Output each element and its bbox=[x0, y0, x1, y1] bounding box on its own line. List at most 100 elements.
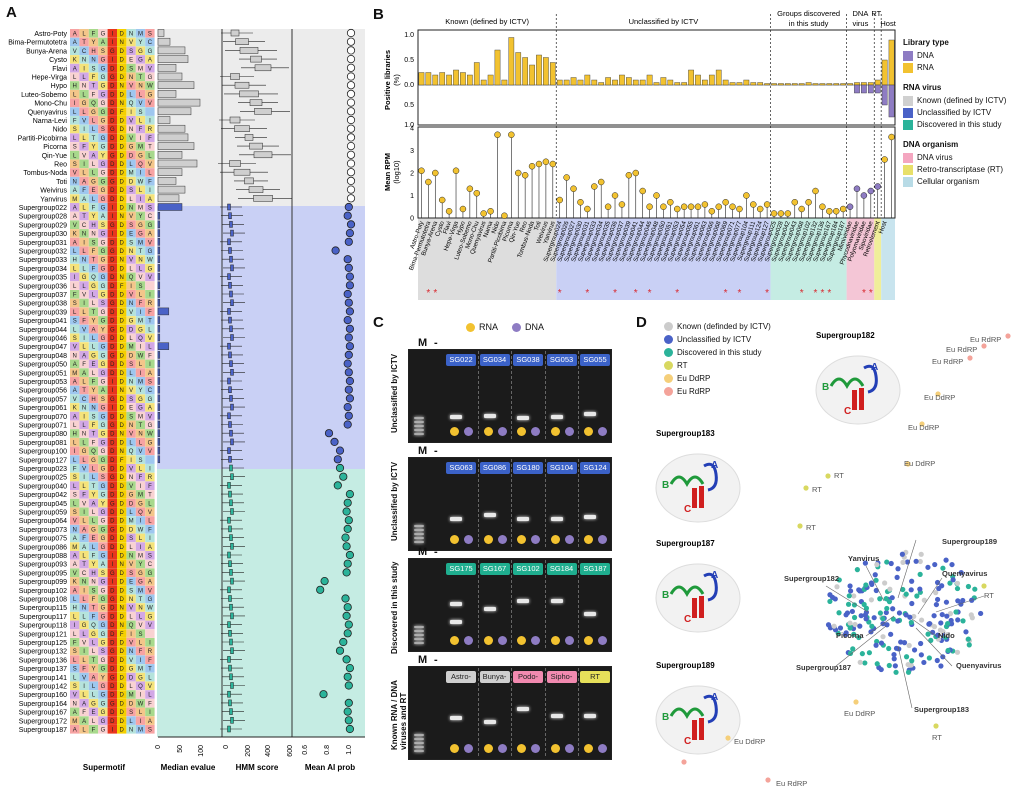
motif-letter: L bbox=[139, 641, 143, 647]
rdrp-point bbox=[930, 629, 936, 635]
rpm-dot bbox=[826, 208, 833, 215]
rpm-dot bbox=[639, 187, 646, 195]
motif-letter: G bbox=[110, 49, 115, 55]
rpm-dot bbox=[632, 169, 640, 177]
motif-a-letter: A bbox=[711, 460, 718, 471]
row-label: Supergroup099 bbox=[19, 579, 67, 586]
lane-label: SG055 bbox=[580, 354, 610, 366]
motif-letter: K bbox=[73, 58, 77, 64]
outlier-point bbox=[765, 777, 771, 783]
row-label: Supergroup088 bbox=[19, 553, 67, 560]
motif-letter: S bbox=[129, 571, 133, 577]
motif-cell bbox=[70, 368, 80, 377]
structure-title: Supergroup189 bbox=[656, 661, 715, 670]
evalue-bar bbox=[157, 107, 192, 116]
rdrp-point bbox=[918, 551, 924, 557]
evalue-tick: 100 bbox=[198, 745, 205, 757]
motif-letter: G bbox=[110, 597, 115, 603]
motif-a-ribbon bbox=[863, 364, 878, 394]
motif-letter: W bbox=[138, 179, 144, 185]
motif-letter: G bbox=[101, 414, 106, 420]
motif-letter: I bbox=[111, 58, 113, 64]
motif-letter: D bbox=[120, 641, 125, 647]
ladder-band bbox=[414, 630, 424, 632]
rdrp-point bbox=[878, 640, 885, 646]
row-label: Supergroup117 bbox=[19, 614, 67, 621]
rna-positive-bar bbox=[888, 39, 895, 86]
motif-letter: N bbox=[73, 701, 77, 707]
motif-letter: T bbox=[82, 562, 86, 568]
motif-letter: F bbox=[92, 380, 96, 386]
motif-letter: G bbox=[101, 32, 106, 38]
motif-cell bbox=[107, 481, 117, 490]
motif-letter: I bbox=[140, 719, 142, 725]
rpm-dot bbox=[743, 192, 750, 199]
rdrp-point bbox=[874, 661, 880, 667]
motif-letter: C bbox=[82, 397, 87, 403]
dna-lane-dot bbox=[497, 636, 507, 645]
motif-cell bbox=[145, 246, 155, 256]
motif-letter: F bbox=[139, 475, 143, 481]
motif-cell bbox=[117, 159, 127, 169]
rna-positive-bar bbox=[536, 54, 542, 86]
motif-cell bbox=[79, 394, 89, 403]
motif-letter: I bbox=[149, 710, 151, 716]
motif-cell bbox=[88, 664, 99, 673]
rdrp-point bbox=[851, 614, 858, 621]
significance-star: * bbox=[558, 288, 562, 299]
lane-label: SG053 bbox=[546, 354, 577, 366]
row-label: Supergroup108 bbox=[19, 597, 67, 604]
motif-cell bbox=[126, 638, 136, 647]
motif-letter: S bbox=[91, 66, 95, 72]
motif-cell bbox=[145, 211, 155, 221]
motif-letter: S bbox=[129, 397, 133, 403]
motif-cell bbox=[126, 307, 136, 316]
rdrp-point bbox=[873, 642, 879, 648]
motif-letter: G bbox=[101, 527, 106, 533]
motif-letter: L bbox=[148, 345, 152, 351]
motif-letter: D bbox=[110, 710, 115, 716]
ai-prob-dot bbox=[346, 115, 356, 125]
motif-letter: V bbox=[73, 223, 77, 229]
motif-letter: L bbox=[139, 188, 143, 194]
rdrp-point bbox=[850, 646, 856, 652]
motif-letter: D bbox=[110, 266, 115, 272]
motif-cell bbox=[126, 142, 136, 151]
rna-positive-bar bbox=[688, 69, 694, 86]
motif-cell bbox=[126, 81, 136, 90]
motif-cell bbox=[98, 542, 108, 551]
motif-letter: D bbox=[120, 545, 125, 551]
motif-letter: L bbox=[148, 693, 152, 699]
motif-cell bbox=[135, 350, 146, 360]
motif-cell bbox=[107, 211, 117, 221]
motif-cell bbox=[117, 350, 127, 360]
motif-cell bbox=[117, 194, 127, 203]
motif-cell bbox=[70, 551, 80, 560]
rdrp-point bbox=[944, 631, 951, 638]
motif-letter: Y bbox=[91, 40, 95, 46]
motif-cell bbox=[98, 368, 108, 377]
motif-cell bbox=[79, 577, 89, 586]
motif-letter: Q bbox=[91, 275, 96, 281]
motif-cell bbox=[145, 116, 155, 125]
scatter-label: RT bbox=[834, 471, 844, 480]
motif-cell bbox=[79, 472, 89, 482]
motif-letter: E bbox=[91, 362, 95, 368]
motif-cell bbox=[145, 464, 155, 473]
motif-letter: Y bbox=[91, 214, 95, 220]
motif-cell bbox=[117, 29, 127, 38]
motif-letter: G bbox=[110, 223, 115, 229]
significance-star: * bbox=[820, 288, 824, 299]
motif-cell bbox=[107, 98, 117, 108]
motif-b-ribbon bbox=[829, 377, 865, 390]
row-label: Reo bbox=[54, 162, 67, 169]
motif-letter: L bbox=[82, 266, 86, 272]
motif-letter: G bbox=[101, 623, 106, 629]
rna-positive-bar bbox=[826, 83, 833, 86]
rna-positive-bar bbox=[425, 72, 432, 86]
motif-cell bbox=[135, 377, 146, 386]
motif-cell bbox=[145, 150, 155, 160]
rdrp-point bbox=[893, 645, 900, 651]
rdrp-point bbox=[948, 617, 954, 624]
motif-letter: L bbox=[73, 501, 77, 507]
